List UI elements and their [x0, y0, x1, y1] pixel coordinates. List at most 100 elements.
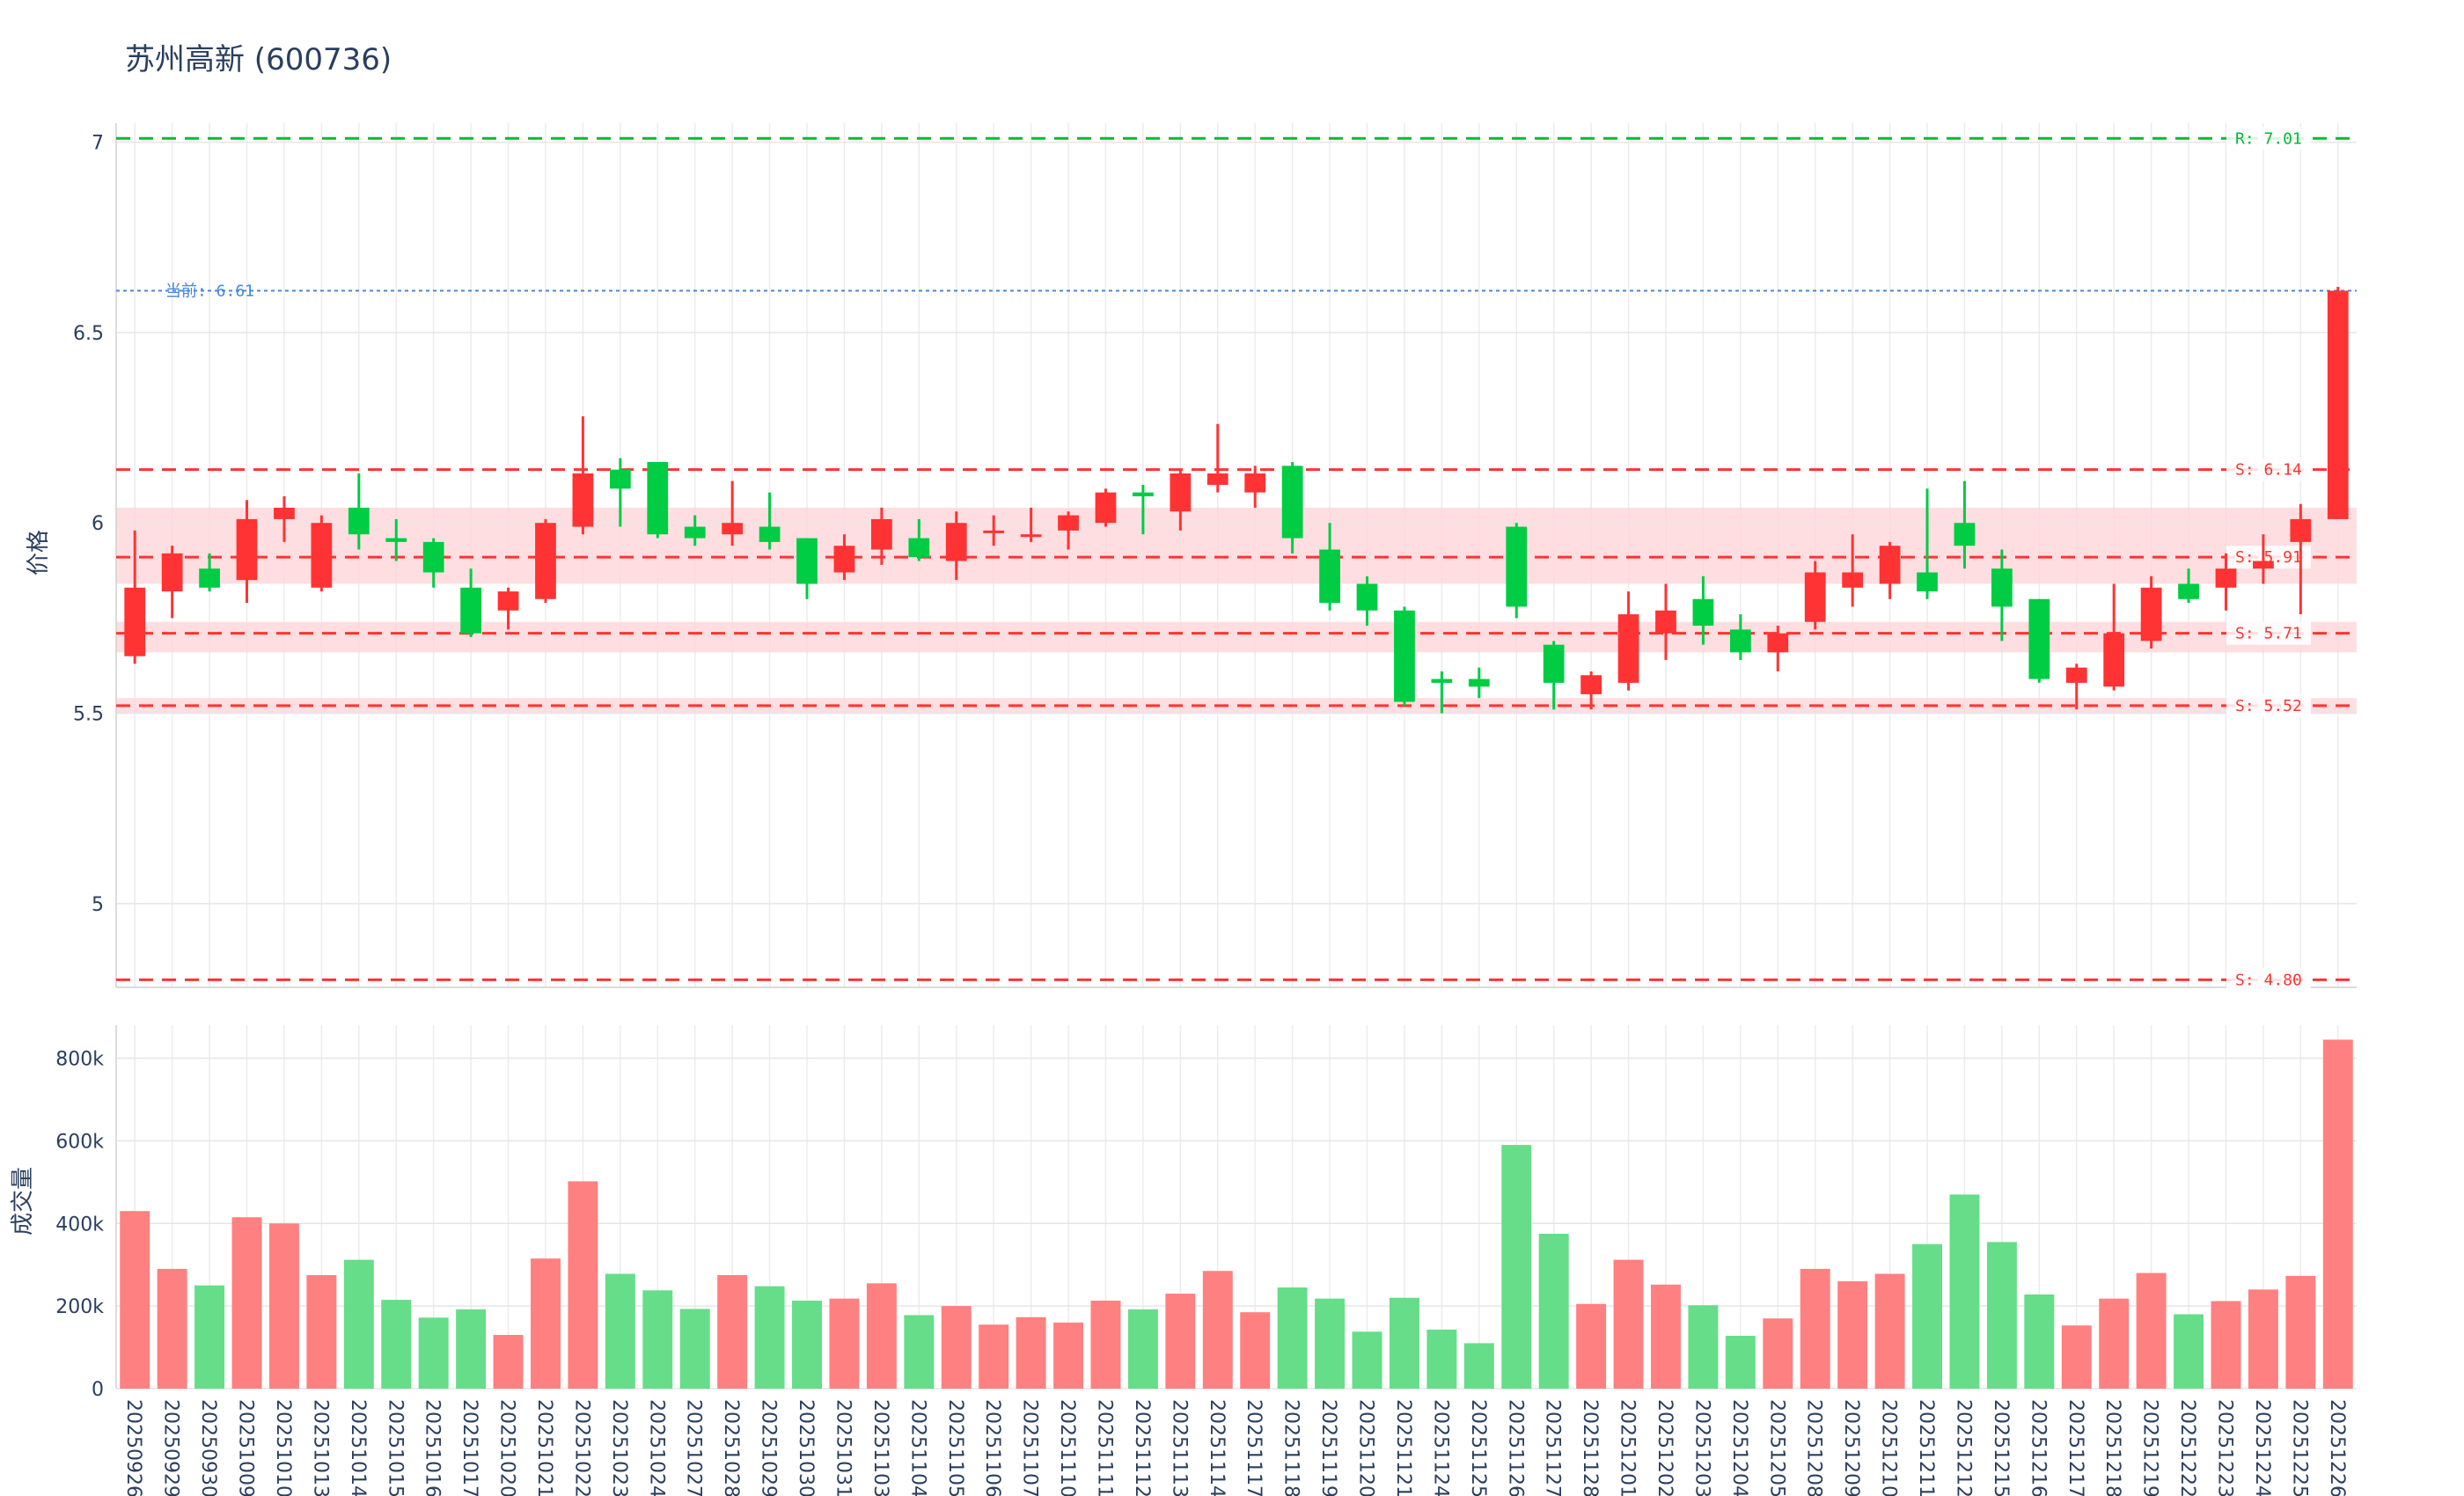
- support-zone: [116, 621, 2357, 653]
- candle-body: [2140, 587, 2162, 642]
- candle: [796, 538, 818, 599]
- volume-bar: [1315, 1298, 1346, 1389]
- date-tick-label: 20251223: [2213, 1399, 2235, 1496]
- candle: [2327, 287, 2349, 519]
- volume-bar: [1090, 1301, 1121, 1389]
- date-tick-label: 20251208: [1803, 1399, 1825, 1496]
- candle-body: [1917, 572, 1938, 592]
- date-tick-label: 20251225: [2288, 1399, 2310, 1496]
- candle-body: [497, 591, 519, 611]
- candle-body: [908, 538, 930, 558]
- candle-body: [460, 587, 481, 634]
- date-tick-label: 20251210: [1878, 1399, 1900, 1496]
- volume-tick-label: 600k: [55, 1131, 104, 1153]
- volume-bar: [120, 1211, 150, 1389]
- volume-panel: 0 200k 400k 600k 800k: [55, 1025, 2357, 1401]
- date-tick-label: 20251201: [1617, 1399, 1639, 1496]
- level-label-bg: [2226, 458, 2311, 481]
- candle-body: [1095, 492, 1117, 524]
- date-tick-label: 20251113: [1168, 1399, 1190, 1496]
- candle-body: [1804, 572, 1826, 622]
- volume-bar: [1501, 1145, 1532, 1389]
- volume-bar: [2285, 1275, 2316, 1389]
- support-zone: [116, 507, 2357, 584]
- volume-bar: [866, 1283, 897, 1389]
- candle-body: [1655, 610, 1676, 634]
- candle: [871, 507, 892, 565]
- candle: [2215, 553, 2237, 611]
- volume-bar: [306, 1274, 337, 1389]
- volume-bar: [418, 1317, 449, 1389]
- candle-body: [647, 462, 669, 535]
- date-tick-label: 20251107: [1019, 1399, 1041, 1496]
- volume-bar: [343, 1259, 374, 1389]
- support-zone: [116, 698, 2357, 714]
- date-tick-label: 20251117: [1243, 1399, 1265, 1496]
- candle: [983, 515, 1005, 546]
- date-tick-label: 20251021: [533, 1399, 555, 1496]
- candle: [1020, 507, 1042, 542]
- candle-body: [1991, 568, 2013, 607]
- volume-bar: [231, 1217, 262, 1389]
- candle-body: [1431, 678, 1453, 683]
- candle-body: [236, 518, 258, 581]
- candle-body: [1133, 492, 1154, 496]
- candle: [1991, 549, 2013, 642]
- date-tick-label: 20251106: [981, 1399, 1003, 1496]
- candle: [2253, 534, 2274, 584]
- volume-bar: [531, 1258, 561, 1389]
- candle: [2028, 598, 2050, 683]
- candle-body: [759, 526, 781, 542]
- date-tick-label: 20251017: [458, 1399, 480, 1496]
- candle-body: [1281, 466, 1303, 539]
- candle: [535, 518, 556, 604]
- candle-body: [199, 568, 220, 588]
- date-tick-label: 20251111: [1093, 1399, 1115, 1496]
- level-label-bg: [2226, 968, 2311, 992]
- candle: [161, 546, 183, 619]
- candle: [1617, 591, 1639, 691]
- date-tick-label: 20251009: [235, 1399, 257, 1496]
- volume-bar: [1725, 1335, 1756, 1389]
- current-price-label: 当前: 6.61: [165, 282, 254, 300]
- candle: [2103, 583, 2125, 691]
- candle: [1356, 576, 1378, 627]
- candle-body: [311, 523, 333, 588]
- volume-tick-label: 0: [92, 1379, 104, 1401]
- date-tick-label: 20251211: [1915, 1399, 1937, 1496]
- date-tick-label: 20251118: [1280, 1399, 1302, 1496]
- date-tick-label: 20251027: [683, 1399, 705, 1496]
- candle: [1468, 667, 1490, 699]
- candle: [2290, 503, 2312, 615]
- date-tick-label: 20251126: [1504, 1399, 1526, 1496]
- date-tick-label: 20251013: [309, 1399, 331, 1496]
- candle: [1206, 423, 1228, 493]
- candle: [1244, 466, 1266, 508]
- candle: [274, 495, 295, 542]
- candle-body: [609, 469, 631, 489]
- price-tick-label: 6.5: [73, 323, 104, 345]
- candle-body: [983, 530, 1005, 533]
- date-tick-label: 20251121: [1392, 1399, 1414, 1496]
- date-tick-label: 20251020: [496, 1399, 518, 1496]
- volume-bar: [2322, 1039, 2353, 1389]
- candle-body: [1692, 598, 1714, 627]
- candle: [1506, 523, 1528, 619]
- volume-bar: [1463, 1343, 1494, 1389]
- candle-body: [274, 507, 295, 519]
- volume-bar: [1277, 1287, 1308, 1389]
- date-tick-label: 20251224: [2251, 1399, 2273, 1496]
- candle: [311, 515, 333, 592]
- date-tick-label: 20251014: [347, 1399, 369, 1496]
- date-tick-label: 20251031: [832, 1399, 854, 1496]
- date-tick-label: 20251217: [2064, 1399, 2086, 1496]
- price-tick-label: 5.5: [73, 704, 104, 726]
- candle: [2178, 568, 2199, 604]
- candle-body: [2103, 633, 2125, 687]
- candle-body: [871, 518, 892, 550]
- candle-body: [1506, 526, 1528, 607]
- date-tick-label: 20251015: [384, 1399, 406, 1496]
- candle: [1842, 534, 1864, 607]
- price-axis-label: 价格: [26, 530, 52, 576]
- candle: [722, 480, 744, 546]
